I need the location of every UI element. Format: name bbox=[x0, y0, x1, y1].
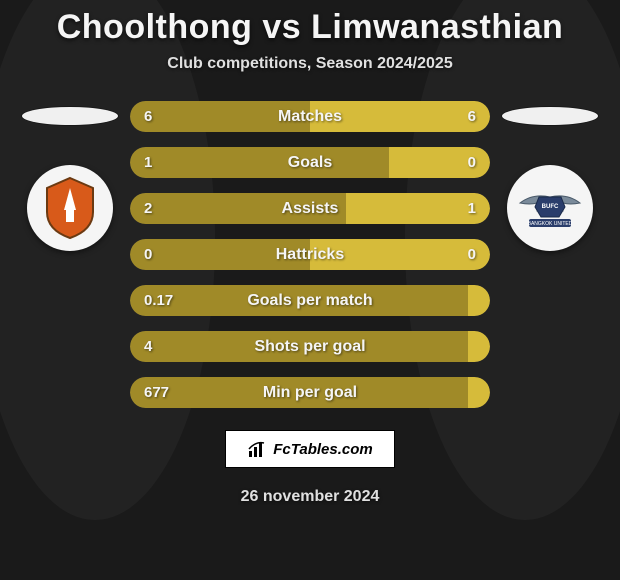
player1-country-flag bbox=[22, 107, 118, 125]
stat-value-left: 0 bbox=[144, 239, 152, 270]
stat-label: Hattricks bbox=[130, 239, 490, 270]
stat-value-left: 0.17 bbox=[144, 285, 173, 316]
subtitle: Club competitions, Season 2024/2025 bbox=[0, 55, 620, 73]
stat-bar: Goals per match0.17 bbox=[130, 285, 490, 316]
stat-label: Goals per match bbox=[130, 285, 490, 316]
stat-value-right: 1 bbox=[468, 193, 476, 224]
stat-label: Goals bbox=[130, 147, 490, 178]
stat-value-left: 677 bbox=[144, 377, 169, 408]
comparison-row: Matches66Goals10Assists21Hattricks00Goal… bbox=[0, 101, 620, 408]
player2-club-logo: BUFC BANGKOK UNITED bbox=[507, 165, 593, 251]
stat-bar: Assists2 1 bbox=[130, 193, 490, 224]
player2-column: BUFC BANGKOK UNITED bbox=[490, 101, 610, 251]
stat-label: Assists bbox=[130, 193, 490, 224]
stat-value-left: 1 bbox=[144, 147, 152, 178]
stat-label: Shots per goal bbox=[130, 331, 490, 362]
stat-bar: Matches6 6 bbox=[130, 101, 490, 132]
player1-club-logo bbox=[27, 165, 113, 251]
svg-text:BANGKOK UNITED: BANGKOK UNITED bbox=[528, 221, 573, 227]
page-title: Choolthong vs Limwanasthian bbox=[0, 8, 620, 47]
stat-value-left: 4 bbox=[144, 331, 152, 362]
stat-value-left: 6 bbox=[144, 101, 152, 132]
brand-text: FcTables.com bbox=[273, 441, 372, 458]
stat-bar: Min per goal677 bbox=[130, 377, 490, 408]
stats-column: Matches66Goals10Assists21Hattricks00Goal… bbox=[130, 101, 490, 408]
svg-text:BUFC: BUFC bbox=[542, 204, 559, 210]
stat-bar: Goals1 0 bbox=[130, 147, 490, 178]
stat-bar: Hattricks0 0 bbox=[130, 239, 490, 270]
player1-column bbox=[10, 101, 130, 251]
stat-bar: Shots per goal4 bbox=[130, 331, 490, 362]
stat-label: Matches bbox=[130, 101, 490, 132]
stat-value-right: 6 bbox=[468, 101, 476, 132]
brand-chart-icon bbox=[247, 439, 269, 459]
stat-value-right: 0 bbox=[468, 147, 476, 178]
player2-country-flag bbox=[502, 107, 598, 125]
stat-value-right: 0 bbox=[468, 239, 476, 270]
stat-value-left: 2 bbox=[144, 193, 152, 224]
brand-badge[interactable]: FcTables.com bbox=[225, 430, 395, 468]
stat-label: Min per goal bbox=[130, 377, 490, 408]
footer-date: 26 november 2024 bbox=[0, 488, 620, 506]
